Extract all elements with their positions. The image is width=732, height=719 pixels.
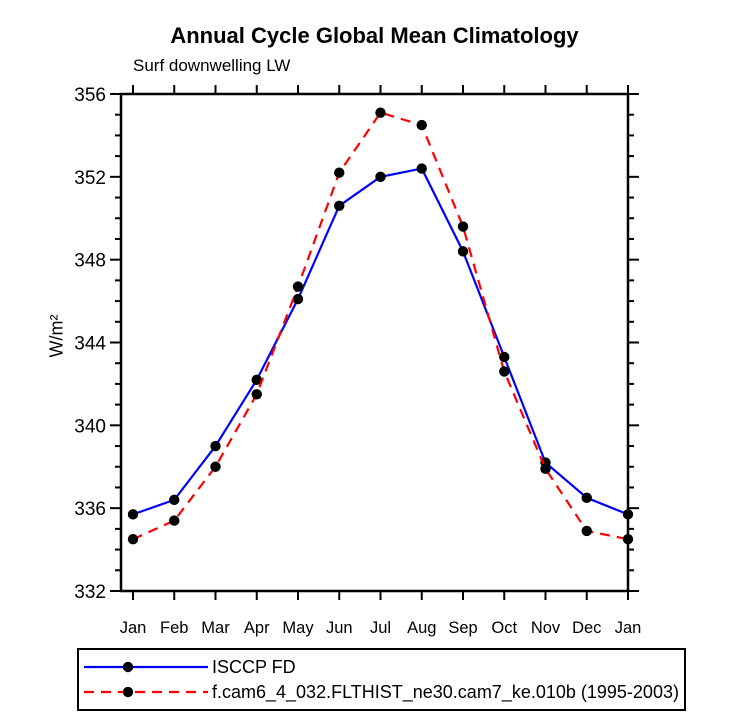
x-tick-label: Dec (572, 619, 601, 637)
data-point-marker-series-1 (169, 515, 180, 526)
x-tick-label: Sep (448, 619, 477, 637)
legend-label: ISCCP FD (212, 656, 296, 677)
x-tick-label: May (282, 619, 314, 637)
data-point-marker-series-0 (127, 509, 139, 520)
legend-label: f.cam6_4_032.FLTHIST_ne30.cam7_ke.010b (… (212, 681, 679, 702)
y-tick-label: 344 (74, 334, 106, 355)
data-point-marker-series-0 (169, 494, 180, 506)
chart-subtitle: Surf downwelling LW (133, 56, 291, 75)
data-point-marker-series-0 (375, 171, 386, 183)
data-point-marker-series-1 (375, 107, 386, 118)
x-tick-label: Jul (370, 619, 391, 637)
data-point-marker-series-1 (457, 221, 469, 232)
data-point-marker-series-1 (334, 167, 345, 178)
legend-dashed-line-icon (84, 686, 208, 698)
legend-item-isccp: ISCCP FD (82, 655, 684, 680)
x-tick-label: Feb (160, 619, 188, 637)
legend: ISCCP FD f.cam6_4_032.FLTHIST_ne30.cam7_… (77, 648, 686, 711)
legend-item-model: f.cam6_4_032.FLTHIST_ne30.cam7_ke.010b (… (82, 680, 684, 705)
x-tick-label: Aug (407, 619, 436, 637)
data-point-marker-series-1 (581, 525, 592, 537)
data-point-marker-series-0 (416, 163, 427, 174)
y-tick-label: 356 (74, 85, 106, 106)
data-point-marker-series-1 (499, 366, 510, 377)
data-point-marker-series-1 (127, 534, 139, 545)
data-point-marker-series-0 (292, 293, 304, 305)
data-point-marker-series-0 (334, 200, 345, 212)
plot-frame (119, 92, 630, 593)
data-point-marker-series-0 (457, 246, 469, 257)
x-tick-label: Jun (326, 619, 353, 637)
data-point-marker-series-1 (622, 534, 634, 545)
x-tick-label: Mar (201, 619, 230, 637)
x-tick-label: Oct (491, 619, 517, 637)
legend-solid-line-icon (84, 661, 208, 673)
legend-sample-marker (122, 686, 134, 698)
data-point-marker-series-0 (251, 374, 262, 385)
data-point-marker-series-1 (540, 463, 551, 475)
x-tick-label: Apr (244, 619, 270, 637)
y-tick-label: 348 (74, 251, 106, 272)
data-point-marker-series-0 (622, 509, 634, 520)
data-point-marker-series-1 (292, 281, 304, 292)
x-tick-label: Jan (120, 619, 147, 637)
data-point-marker-series-1 (416, 119, 427, 131)
y-tick-label: 332 (74, 582, 106, 603)
y-tick-label: 352 (74, 168, 106, 189)
data-point-marker-series-0 (581, 492, 592, 504)
x-tick-label: Jan (615, 619, 642, 637)
data-point-marker-series-1 (251, 389, 262, 400)
x-tick-label: Nov (531, 619, 561, 637)
data-point-marker-series-0 (210, 440, 221, 452)
data-point-marker-series-0 (499, 351, 510, 363)
series-line-0 (132, 167, 629, 516)
data-point-marker-series-1 (210, 461, 221, 472)
legend-sample-marker (122, 661, 134, 673)
y-tick-label: 340 (74, 416, 106, 437)
y-tick-label: 336 (74, 499, 106, 520)
chart-title: Annual Cycle Global Mean Climatology (170, 23, 579, 48)
